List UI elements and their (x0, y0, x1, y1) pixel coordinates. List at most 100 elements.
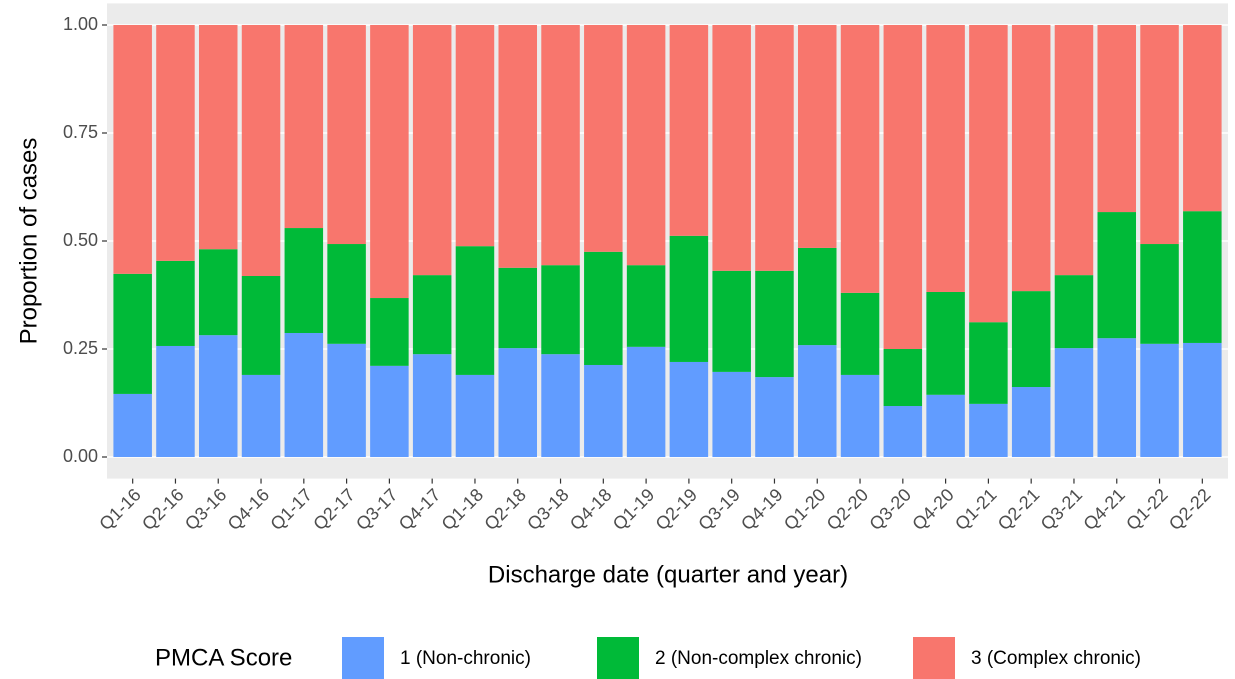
x-tick-label: Q4-17 (395, 485, 445, 535)
legend-key (913, 637, 955, 679)
bar-segment (412, 25, 452, 276)
bar-segment (284, 25, 324, 229)
bar-segment (198, 335, 238, 457)
bar-segment (1183, 211, 1222, 343)
legend-key (597, 637, 639, 679)
bar-segment (1097, 25, 1137, 213)
legend-label: 1 (Non-chronic) (400, 648, 531, 669)
bar-segment (455, 25, 495, 247)
bar-segment (969, 403, 1008, 457)
bar-segment (198, 25, 238, 250)
bar-segment (498, 348, 538, 457)
x-tick-label: Q4-20 (908, 485, 958, 535)
bar-segment (113, 393, 152, 457)
bar-segment (370, 25, 409, 299)
bar-segment (669, 361, 709, 457)
y-tick-label: 0.00 (63, 446, 98, 466)
bar-segment (584, 251, 623, 365)
bar-segment (241, 374, 281, 457)
x-tick-label: Q4-16 (224, 485, 274, 535)
bar-segment (455, 246, 495, 375)
bar-segment (755, 270, 794, 378)
bar-segment (541, 265, 580, 355)
x-tick-label: Q4-19 (737, 485, 787, 535)
bar-segment (712, 371, 751, 457)
bar-segment (541, 354, 580, 457)
bar-segment (969, 322, 1008, 404)
legend-title: PMCA Score (155, 644, 292, 671)
bar-segment (669, 235, 709, 362)
bar-segment (797, 345, 837, 457)
y-tick-label: 0.25 (63, 338, 98, 358)
x-tick-label: Q2-20 (823, 485, 873, 535)
bar-segment (1183, 25, 1222, 212)
x-tick-label: Q1-22 (1122, 485, 1172, 535)
x-tick-label: Q1-19 (609, 485, 659, 535)
y-tick-label: 1.00 (63, 14, 98, 34)
bar-segment (797, 25, 837, 248)
bar-segment (412, 275, 452, 355)
bar-segment (412, 354, 452, 457)
bar-segment (1054, 275, 1094, 349)
x-tick-label: Q2-18 (480, 485, 530, 535)
bar-segment (626, 346, 666, 457)
bar-segment (541, 25, 580, 266)
bar-segment (883, 349, 923, 407)
bar-segment (755, 25, 794, 271)
bar-segment (969, 25, 1008, 323)
bar-segment (1011, 291, 1051, 388)
y-tick-label: 0.50 (63, 230, 98, 250)
bar-segment (284, 228, 324, 334)
x-tick-label: Q3-16 (181, 485, 231, 535)
x-tick-label: Q1-20 (780, 485, 830, 535)
bar-segment (584, 25, 623, 252)
x-tick-label: Q1-21 (951, 485, 1001, 535)
bar-segment (1011, 25, 1051, 292)
bar-segment (840, 292, 880, 375)
legend-key (342, 637, 384, 679)
bar-segment (1011, 387, 1051, 457)
bar-segment (498, 267, 538, 349)
bar-segment (1097, 212, 1137, 339)
bar-segment (327, 25, 366, 245)
bar-segment (370, 365, 409, 457)
bar-segment (156, 345, 195, 457)
y-axis-title: Proportion of cases (15, 138, 42, 345)
x-tick-label: Q3-20 (865, 485, 915, 535)
bar-segment (1140, 244, 1179, 344)
bar-segment (626, 265, 666, 347)
x-tick-label: Q2-16 (138, 485, 188, 535)
bar-segment (584, 364, 623, 457)
bar-segment (1097, 338, 1137, 457)
bar-segment (284, 333, 324, 457)
bar-segment (498, 25, 538, 268)
bar-segment (113, 25, 152, 274)
x-tick-label: Q4-21 (1079, 485, 1129, 535)
bar-segment (1140, 25, 1179, 245)
bar-segment (669, 25, 709, 236)
x-tick-label: Q3-18 (523, 485, 573, 535)
bar-segment (370, 298, 409, 366)
y-tick-label: 0.75 (63, 122, 98, 142)
bar-segment (883, 25, 923, 349)
bar-segment (1054, 348, 1094, 457)
x-tick-label: Q2-22 (1165, 485, 1215, 535)
bar-segment (1054, 25, 1094, 276)
x-tick-label: Q3-19 (694, 485, 744, 535)
bar-segment (1140, 343, 1179, 457)
bar-segment (755, 377, 794, 457)
x-tick-label: Q2-17 (309, 485, 359, 535)
bar-segment (455, 374, 495, 457)
x-tick-label: Q1-18 (438, 485, 488, 535)
x-tick-label: Q3-21 (1037, 485, 1087, 535)
bar-segment (840, 374, 880, 457)
bar-segment (156, 260, 195, 346)
bar-segment (840, 25, 880, 293)
legend-label: 2 (Non-complex chronic) (655, 648, 862, 669)
bar-segment (156, 25, 195, 261)
x-tick-label: Q1-16 (95, 485, 145, 535)
bar-segment (327, 343, 366, 457)
bar-segment (926, 394, 965, 457)
x-tick-label: Q2-21 (994, 485, 1044, 535)
